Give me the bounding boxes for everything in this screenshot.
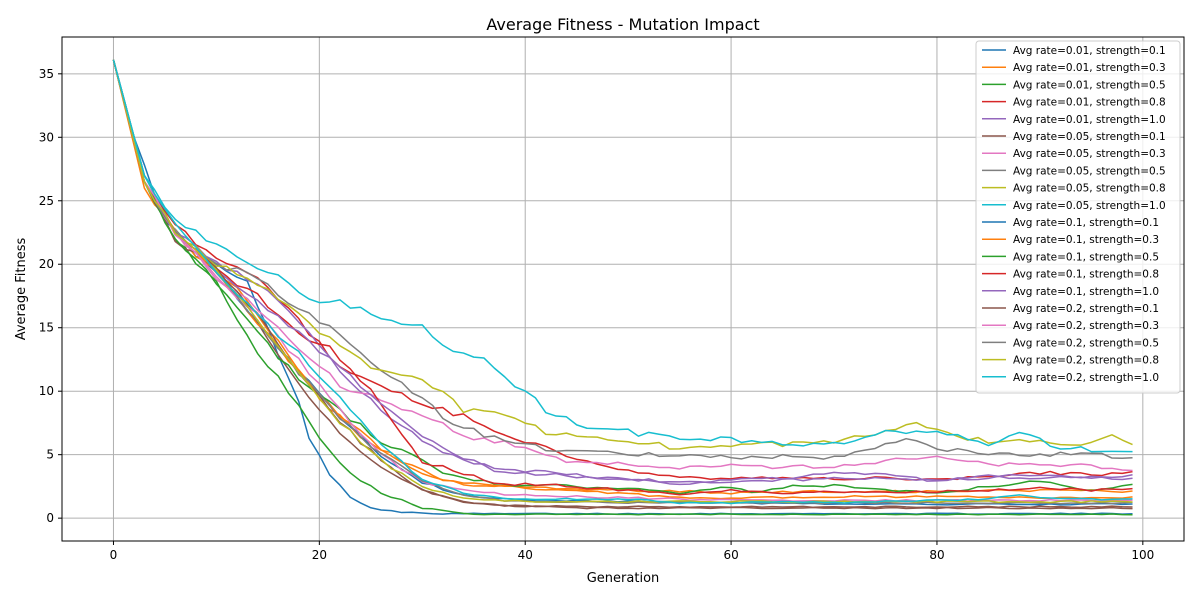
legend-label: Avg rate=0.2, strength=1.0 — [1013, 372, 1159, 384]
y-tick-label: 35 — [39, 67, 54, 81]
series-line — [112, 59, 1133, 472]
series-line — [112, 59, 1133, 505]
y-tick-label: 30 — [39, 130, 54, 144]
legend-label: Avg rate=0.05, strength=1.0 — [1013, 200, 1166, 212]
x-axis-label: Generation — [587, 571, 660, 586]
legend-label: Avg rate=0.01, strength=0.1 — [1013, 45, 1166, 57]
plot-frame — [61, 36, 1185, 542]
legend-label: Avg rate=0.1, strength=0.8 — [1013, 269, 1159, 281]
legend-label: Avg rate=0.05, strength=0.3 — [1013, 148, 1166, 160]
legend-label: Avg rate=0.05, strength=0.8 — [1013, 183, 1166, 195]
legend-label: Avg rate=0.05, strength=0.5 — [1013, 165, 1166, 177]
series-line — [112, 59, 1133, 453]
legend-label: Avg rate=0.1, strength=1.0 — [1013, 286, 1159, 298]
x-tick-label: 80 — [929, 548, 944, 562]
series-line — [112, 59, 1133, 504]
series-layer — [112, 59, 1133, 516]
y-tick-label: 20 — [39, 257, 54, 271]
legend-label: Avg rate=0.2, strength=0.5 — [1013, 337, 1159, 349]
legend-label: Avg rate=0.2, strength=0.8 — [1013, 355, 1159, 367]
chart-title: Average Fitness - Mutation Impact — [486, 15, 759, 34]
series-line — [112, 59, 1133, 450]
y-axis-label: Average Fitness — [14, 238, 29, 341]
x-tick-label: 100 — [1131, 548, 1154, 562]
x-tick-label: 60 — [723, 548, 738, 562]
x-tick-label: 40 — [518, 548, 533, 562]
legend-label: Avg rate=0.1, strength=0.5 — [1013, 251, 1159, 263]
legend-label: Avg rate=0.01, strength=1.0 — [1013, 114, 1166, 126]
series-line — [112, 59, 1133, 486]
legend-label: Avg rate=0.01, strength=0.8 — [1013, 97, 1166, 109]
x-tick-label: 20 — [312, 548, 327, 562]
x-tick-label: 0 — [110, 548, 118, 562]
legend-label: Avg rate=0.1, strength=0.3 — [1013, 234, 1159, 246]
legend-label: Avg rate=0.2, strength=0.1 — [1013, 303, 1159, 315]
series-line — [112, 59, 1133, 496]
y-tick-label: 10 — [39, 384, 54, 398]
legend-label: Avg rate=0.01, strength=0.3 — [1013, 62, 1166, 74]
legend: Avg rate=0.01, strength=0.1 Avg rate=0.01… — [975, 40, 1181, 394]
tick-layer: 0 20 40 60 80 100 0 5 10 15 20 25 30 35 — [39, 67, 1155, 562]
legend-label: Avg rate=0.2, strength=0.3 — [1013, 320, 1159, 332]
series-line — [112, 59, 1133, 484]
legend-label: Avg rate=0.05, strength=0.1 — [1013, 131, 1166, 143]
y-tick-label: 15 — [39, 321, 54, 335]
legend-label: Avg rate=0.1, strength=0.1 — [1013, 217, 1159, 229]
y-tick-label: 5 — [46, 448, 54, 462]
legend-box — [975, 40, 1181, 394]
series-line — [112, 59, 1133, 460]
y-tick-label: 25 — [39, 194, 54, 208]
legend-label: Avg rate=0.01, strength=0.5 — [1013, 79, 1166, 91]
y-tick-label: 0 — [46, 511, 54, 525]
series-line — [112, 59, 1133, 516]
